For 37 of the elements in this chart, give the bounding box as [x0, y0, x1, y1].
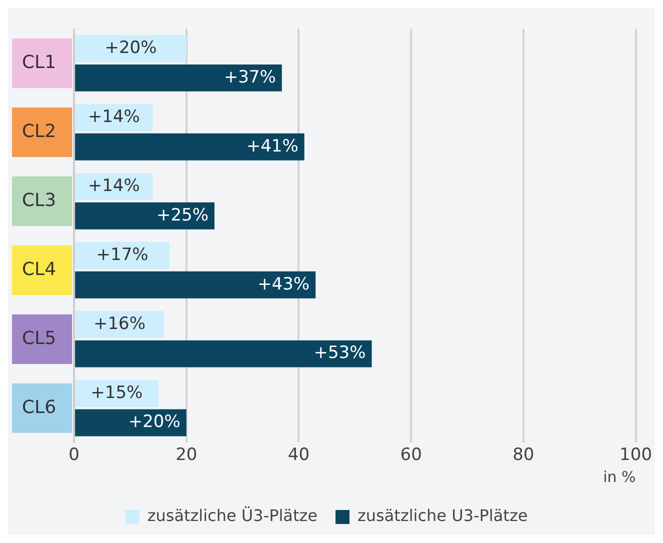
- x-tick-label: 60: [400, 445, 422, 466]
- data-label: +20%: [128, 412, 180, 432]
- data-label: +16%: [93, 314, 146, 334]
- y-tick-label: CL5: [22, 328, 56, 349]
- data-label: +17%: [96, 244, 148, 265]
- data-label: +14%: [88, 107, 140, 128]
- y-tick-label: CL4: [22, 258, 56, 280]
- x-tick-label: 0: [68, 445, 80, 466]
- x-axis-title: in %: [603, 468, 636, 486]
- data-label: +15%: [90, 382, 143, 403]
- legend-label: zusätzliche Ü3-Plätze: [147, 506, 318, 526]
- data-label: +20%: [104, 38, 157, 58]
- bar: [75, 133, 304, 160]
- bar: [75, 64, 282, 92]
- bar: [75, 340, 372, 368]
- bar: [75, 271, 316, 298]
- y-tick-label: CL3: [22, 190, 56, 211]
- bar: [75, 380, 158, 407]
- y-tick-label: CL6: [22, 396, 56, 418]
- legend-label: zusätzliche U3-Plätze: [358, 506, 528, 526]
- x-tick-label: 40: [288, 445, 310, 466]
- x-tick-label: 20: [176, 445, 198, 466]
- bar: [75, 311, 164, 338]
- bar: [75, 202, 214, 230]
- y-tick-label: CL1: [22, 52, 56, 73]
- data-label: +14%: [88, 176, 140, 196]
- data-label: +43%: [258, 274, 310, 294]
- data-label: +25%: [156, 205, 208, 226]
- bar: [75, 35, 186, 62]
- x-tick-label: 80: [512, 445, 534, 466]
- bar: [75, 409, 186, 436]
- data-label: +37%: [224, 67, 276, 88]
- bar: [75, 242, 170, 270]
- data-label: +41%: [246, 136, 298, 156]
- x-tick-label: 100: [620, 445, 652, 466]
- y-tick-label: CL2: [22, 120, 56, 142]
- data-label: +53%: [314, 343, 366, 364]
